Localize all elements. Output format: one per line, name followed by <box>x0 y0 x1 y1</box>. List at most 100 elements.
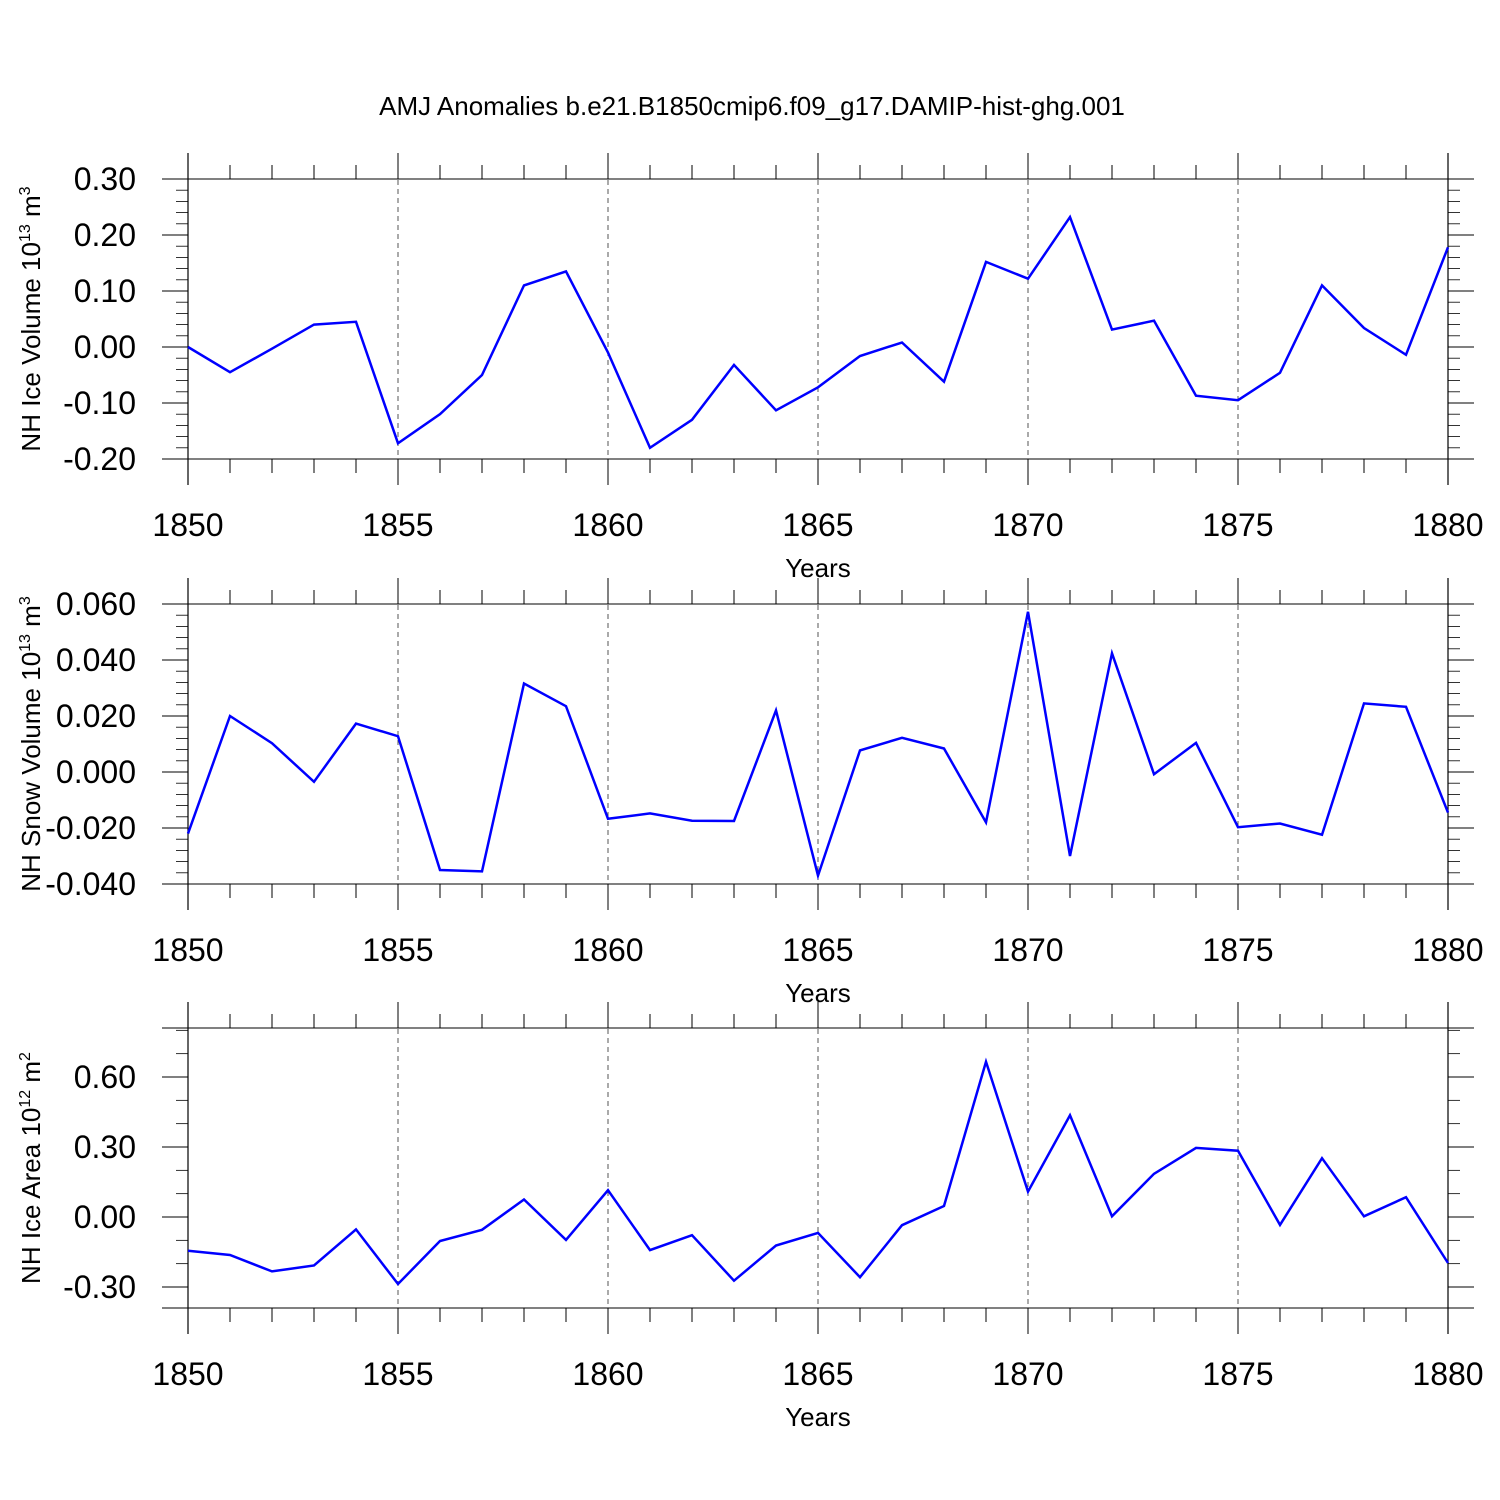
data-point <box>1026 1190 1030 1194</box>
data-point <box>312 780 316 784</box>
data-point <box>1194 741 1198 745</box>
data-point <box>816 385 820 389</box>
figure-title: AMJ Anomalies b.e21.B1850cmip6.f09_g17.D… <box>379 91 1125 121</box>
series-line <box>186 611 1450 881</box>
data-point <box>564 704 568 708</box>
y-tick-label: 0.30 <box>74 161 136 197</box>
data-point <box>354 1227 358 1231</box>
data-point <box>1320 833 1324 837</box>
data-point <box>648 446 652 450</box>
data-point <box>522 1198 526 1202</box>
data-point <box>1446 811 1450 815</box>
x-tick-label: 1870 <box>992 507 1063 543</box>
x-tick-label: 1880 <box>1412 932 1483 968</box>
data-point <box>1110 328 1114 332</box>
data-point <box>480 1228 484 1232</box>
y-axis-label: NH Ice Area 1012 m2 <box>16 1052 46 1284</box>
x-tick-label: 1850 <box>152 507 223 543</box>
data-point <box>1278 822 1282 826</box>
data-point <box>732 819 736 823</box>
data-point <box>1068 854 1072 858</box>
series-line <box>187 1057 1450 1286</box>
data-point <box>690 418 694 422</box>
data-point <box>816 874 820 878</box>
data-point <box>438 1239 442 1243</box>
data-point <box>1446 1261 1450 1265</box>
x-tick-label: 1875 <box>1202 932 1273 968</box>
data-point <box>1026 610 1030 614</box>
data-point <box>396 1282 400 1286</box>
data-point <box>732 363 736 367</box>
y-tick-label: 0.60 <box>74 1059 136 1095</box>
data-point <box>900 736 904 740</box>
data-point <box>1236 825 1240 829</box>
data-point <box>270 347 274 351</box>
x-tick-label: 1855 <box>362 507 433 543</box>
data-point <box>1320 1156 1324 1160</box>
data-point <box>270 1269 274 1273</box>
data-point <box>858 748 862 752</box>
data-point <box>480 869 484 873</box>
data-point <box>564 269 568 273</box>
y-tick-label: 0.00 <box>74 329 136 365</box>
data-point <box>900 341 904 345</box>
data-point <box>1068 215 1072 219</box>
data-point <box>1362 1214 1366 1218</box>
data-point <box>1278 371 1282 375</box>
data-point <box>438 868 442 872</box>
chart-panel-3: -0.30 0.00 0.30 0.60 1850 1855 1860 1865 1870 187… <box>16 1002 1484 1432</box>
data-point <box>942 746 946 750</box>
y-axis-label: NH Snow Volume 1013 m3 <box>16 596 46 892</box>
x-tick-label: 1850 <box>152 932 223 968</box>
y-tick-label: -0.30 <box>63 1269 136 1305</box>
x-tick-label: 1865 <box>782 1356 853 1392</box>
data-point <box>228 370 232 374</box>
y-axis-label: NH Ice Volume 1013 m3 <box>16 186 46 451</box>
data-point <box>1110 1214 1114 1218</box>
data-point <box>1404 705 1408 709</box>
data-point <box>900 1223 904 1227</box>
data-point <box>690 1233 694 1237</box>
data-point <box>1404 1195 1408 1199</box>
data-point <box>522 682 526 686</box>
data-point <box>354 320 358 324</box>
data-point <box>270 741 274 745</box>
data-point <box>186 345 190 349</box>
y-tick-label: 0.00 <box>74 1199 136 1235</box>
y-tick-label: -0.020 <box>45 810 136 846</box>
x-tick-label: 1875 <box>1202 1356 1273 1392</box>
data-point <box>312 323 316 327</box>
data-point <box>774 708 778 712</box>
data-point <box>186 832 190 836</box>
y-tick-label: 0.10 <box>74 273 136 309</box>
data-point <box>1446 245 1450 249</box>
data-point <box>1026 277 1030 281</box>
data-point <box>1362 701 1366 705</box>
data-point <box>1068 1113 1072 1117</box>
x-tick-label: 1880 <box>1412 1356 1483 1392</box>
data-point <box>396 734 400 738</box>
x-axis-label: Years <box>785 1402 851 1432</box>
x-tick-label: 1880 <box>1412 507 1483 543</box>
data-point <box>1362 326 1366 330</box>
x-tick-label: 1875 <box>1202 507 1273 543</box>
x-tick-label: 1865 <box>782 507 853 543</box>
data-point <box>984 1060 988 1064</box>
x-tick-label: 1855 <box>362 932 433 968</box>
x-tick-label: 1870 <box>992 1356 1063 1392</box>
data-point <box>732 1279 736 1283</box>
data-point <box>774 408 778 412</box>
x-tick-label: 1850 <box>152 1356 223 1392</box>
x-tick-label: 1855 <box>362 1356 433 1392</box>
data-point <box>522 283 526 287</box>
data-point <box>1194 1146 1198 1150</box>
data-point <box>396 441 400 445</box>
data-point <box>1278 1223 1282 1227</box>
data-point <box>228 714 232 718</box>
y-tick-label: 0.040 <box>56 642 136 678</box>
data-point <box>1236 1149 1240 1153</box>
chart-panel-1: -0.20 -0.10 0.00 0.10 0.20 0.30 1850 1855 1860 18… <box>16 153 1484 583</box>
x-tick-label: 1860 <box>572 507 643 543</box>
data-point <box>606 1188 610 1192</box>
